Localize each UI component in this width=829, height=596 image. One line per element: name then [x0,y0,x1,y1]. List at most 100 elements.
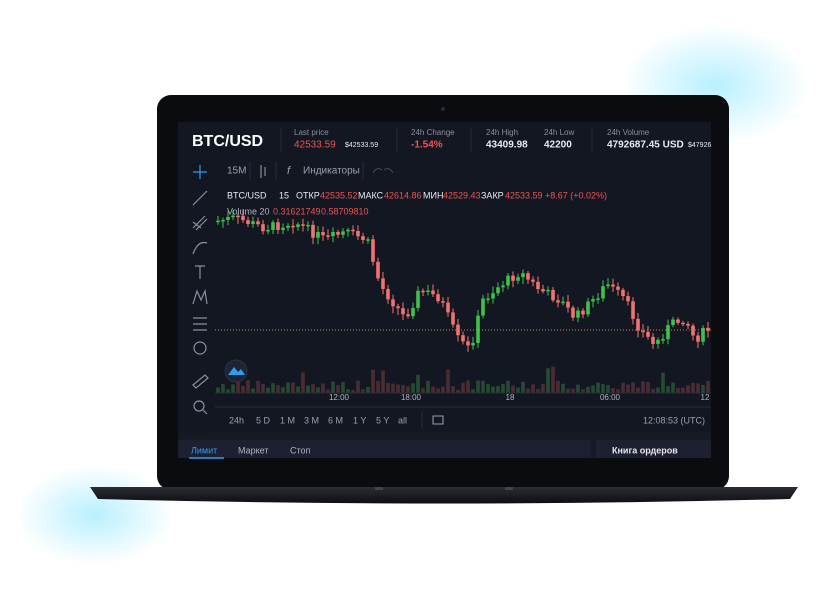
candle-body [421,290,425,293]
candle-body [706,327,710,331]
candle-body [586,301,590,315]
volume-bar [356,380,360,393]
volume-bar [466,380,470,393]
volume-bar [401,384,405,393]
pattern-icon[interactable] [192,288,208,305]
volume-bar [696,383,700,393]
volume-label: Volume 20 [227,206,270,216]
zoom-icon[interactable] [193,400,205,412]
legend-value: 42529.43 [443,190,481,200]
volume-bar [501,383,505,393]
interval-button[interactable]: 15M [227,166,246,177]
value: -1.54% [411,140,443,151]
volume-bar [311,384,315,393]
time-axis [215,393,711,407]
candle-body [276,222,280,230]
time-tick: 06:00 [600,393,621,402]
range-button[interactable]: 1 M [280,415,295,425]
volume-bar [226,389,230,393]
volume-bar [646,382,650,393]
candle-body [516,277,520,281]
volume-bar [701,384,705,393]
volume-bar [511,385,515,393]
candle-body [581,310,585,315]
volume-bar [691,382,695,393]
candlestick-plot [216,208,710,393]
brush-icon[interactable] [192,241,208,255]
candle-body [576,310,580,318]
candle-body [681,322,685,325]
candle-body [536,281,540,290]
candle-body [251,221,255,225]
volume-bar [386,382,390,393]
candle-body [656,339,660,344]
candle-body [691,325,695,336]
range-button[interactable]: 1 Y [353,415,366,425]
volume-bar [446,369,450,393]
candle-body [361,236,365,240]
candle-body [416,290,420,308]
candle-body [396,306,400,309]
candle-body [621,289,625,297]
volume-bar [606,385,610,393]
candle-body [306,224,310,227]
candle-body [261,224,265,232]
tab[interactable]: Лимит [191,445,217,455]
candle-body [356,230,360,237]
volume-bar [681,387,685,393]
candle-body [461,335,465,342]
pair: BTC/USD [192,133,263,150]
candle-body [241,215,245,221]
candle-body [606,284,610,287]
legend-label: ЗАКР [481,190,504,200]
indicators-button[interactable]: Индикаторы [303,166,360,177]
volume-bar [276,385,280,393]
calendar-icon[interactable] [432,415,444,425]
volume-bar [416,374,420,393]
time-tick: 12 [701,393,710,402]
range-buttons: 24h 5 D 1 M 3 M 6 M 1 Y 5 Y all [229,415,407,425]
candle-body [521,273,525,278]
range-button[interactable]: all [398,415,407,425]
fx-icon: f [287,165,291,177]
crosshair-icon[interactable] [193,165,207,179]
range-button[interactable]: 6 M [328,415,343,425]
orderbook-panel [596,440,711,458]
candle-body [646,331,650,337]
candle-body [591,299,595,302]
value: 42533.59 [294,140,336,151]
volume-bar [656,387,660,393]
tab[interactable]: Маркет [238,445,268,455]
candle-body [426,290,430,293]
candle-body [696,335,700,342]
volume-bar [481,380,485,393]
panel-title: Книга ордеров [612,445,678,455]
text-icon[interactable] [195,265,205,279]
volume-bar [451,386,455,393]
hinge [375,487,383,490]
ruler-icon[interactable] [192,374,209,389]
candle-body [556,300,560,303]
range-button[interactable]: 24h [229,415,244,425]
candle-body [476,315,480,343]
volume-bar [256,380,260,393]
candle-body [571,307,575,318]
emoji-icon[interactable] [193,341,207,355]
volume-bar [561,383,565,393]
range-button[interactable]: 5 Y [376,415,389,425]
candle-body [506,275,510,286]
range-button[interactable]: 5 D [256,415,271,425]
time-tick: 12:00 [329,393,350,402]
candle-body [221,219,225,222]
fib-icon[interactable] [193,317,207,331]
tab[interactable]: Стоп [290,445,311,455]
undo-redo[interactable] [372,168,394,174]
candle-body [611,284,615,287]
candle-body [561,301,565,304]
range-button[interactable]: 3 M [304,415,319,425]
order-panel [178,440,591,458]
volume-bar [686,385,690,393]
fork-icon[interactable] [192,215,208,231]
chart-type-icon[interactable] [260,165,266,178]
line-icon[interactable] [192,190,208,206]
